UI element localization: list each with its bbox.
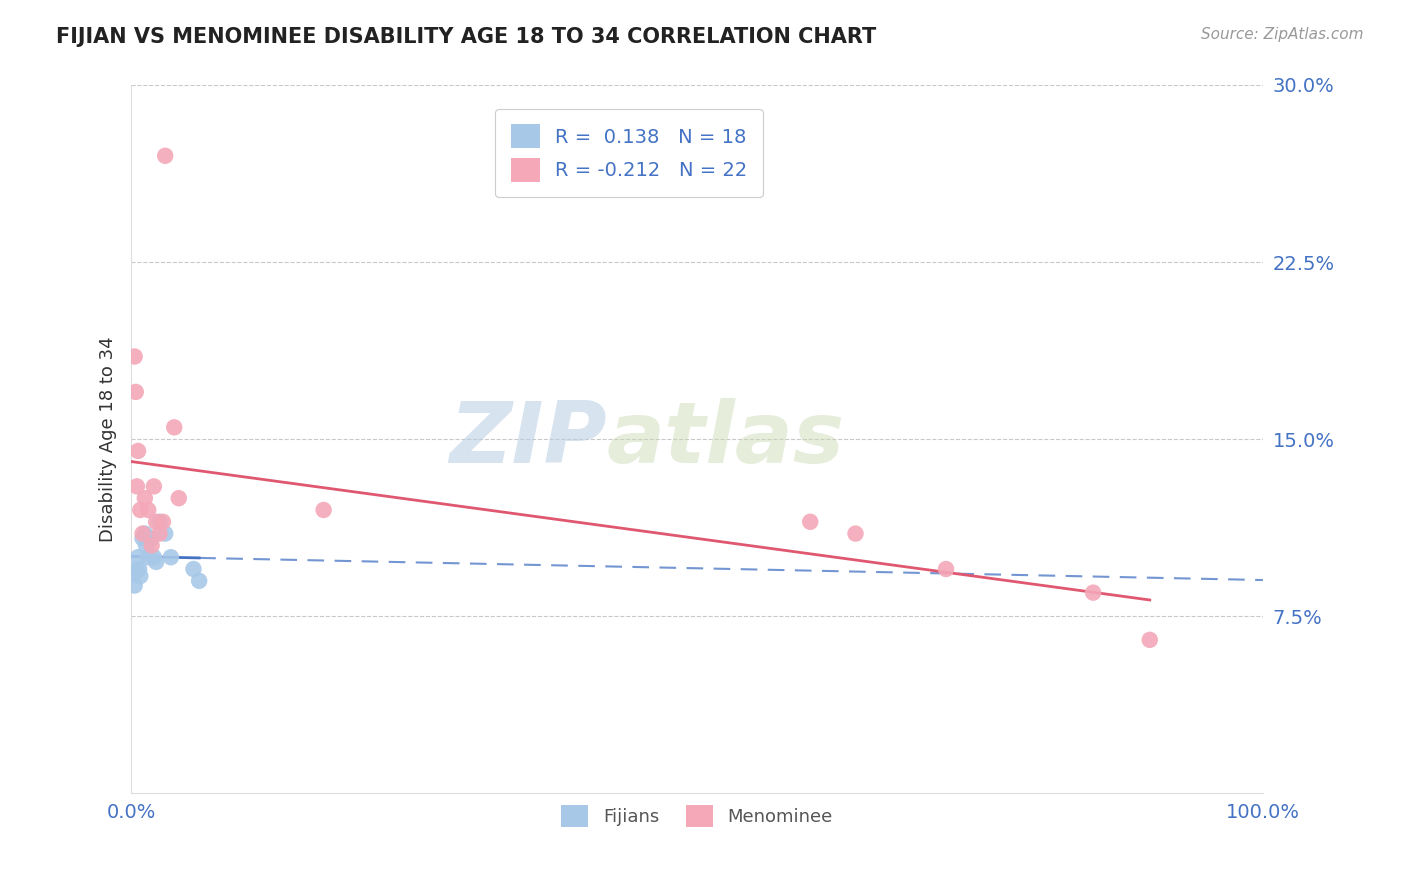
Point xyxy=(145,515,167,529)
Point xyxy=(799,515,821,529)
Point xyxy=(131,526,153,541)
Y-axis label: Disability Age 18 to 34: Disability Age 18 to 34 xyxy=(100,336,117,542)
Legend: Fijians, Menominee: Fijians, Menominee xyxy=(554,797,841,834)
Point xyxy=(160,550,183,565)
Point xyxy=(152,515,174,529)
Point xyxy=(145,555,167,569)
Text: Source: ZipAtlas.com: Source: ZipAtlas.com xyxy=(1201,27,1364,42)
Point xyxy=(127,550,149,565)
Point xyxy=(129,569,152,583)
Point xyxy=(136,503,159,517)
Point xyxy=(142,550,165,565)
Point xyxy=(125,562,148,576)
Text: atlas: atlas xyxy=(606,398,845,481)
Point xyxy=(134,491,156,505)
Point xyxy=(122,566,145,581)
Point xyxy=(163,420,186,434)
Point xyxy=(1139,632,1161,647)
Point xyxy=(124,350,146,364)
Point xyxy=(153,526,176,541)
Point xyxy=(125,384,148,399)
Point xyxy=(844,526,866,541)
Point xyxy=(125,479,148,493)
Point xyxy=(141,531,163,545)
Point xyxy=(167,491,190,505)
Point xyxy=(134,526,156,541)
Point xyxy=(124,578,146,592)
Point xyxy=(128,562,150,576)
Point xyxy=(1081,585,1104,599)
Point xyxy=(183,562,205,576)
Point xyxy=(935,562,957,576)
Point xyxy=(153,149,176,163)
Point xyxy=(148,526,170,541)
Point xyxy=(148,515,170,529)
Point xyxy=(131,531,153,545)
Point xyxy=(141,538,163,552)
Text: ZIP: ZIP xyxy=(449,398,606,481)
Point xyxy=(312,503,335,517)
Point xyxy=(129,503,152,517)
Point xyxy=(127,444,149,458)
Point xyxy=(135,538,157,552)
Text: FIJIAN VS MENOMINEE DISABILITY AGE 18 TO 34 CORRELATION CHART: FIJIAN VS MENOMINEE DISABILITY AGE 18 TO… xyxy=(56,27,876,46)
Point xyxy=(188,574,211,588)
Point xyxy=(136,550,159,565)
Point xyxy=(142,479,165,493)
